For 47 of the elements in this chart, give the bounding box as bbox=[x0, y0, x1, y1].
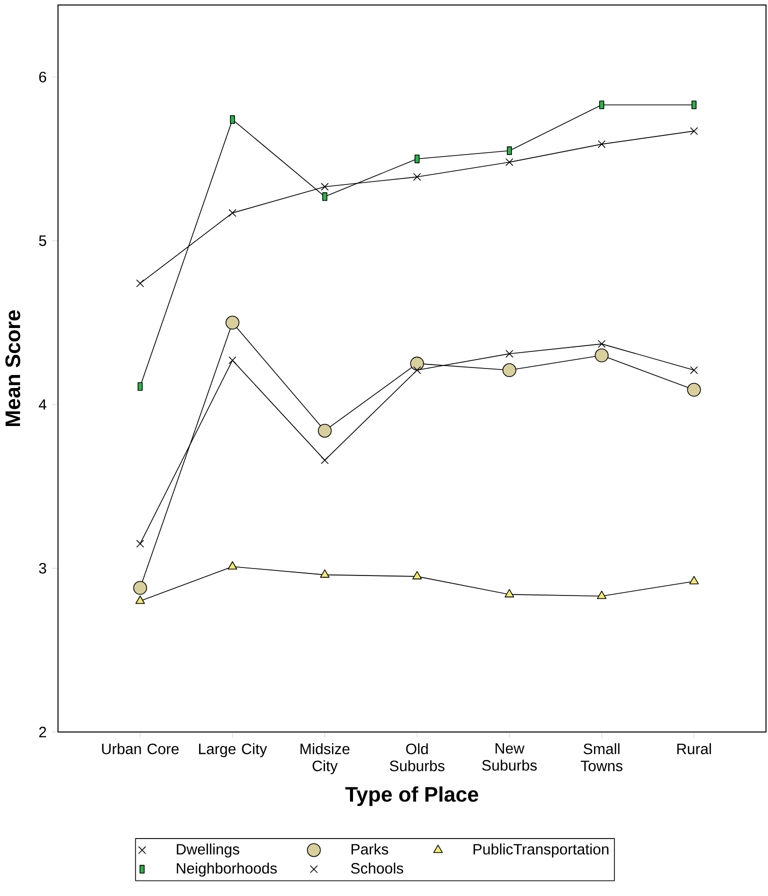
point bbox=[412, 571, 422, 580]
x-tick-label: Urban Core bbox=[102, 743, 179, 754]
point bbox=[135, 596, 145, 604]
point bbox=[502, 363, 516, 378]
y-tick-label: 3 bbox=[39, 562, 46, 574]
y-axis-title: Mean Score bbox=[5, 310, 20, 426]
x-tick-label: Old Suburbs bbox=[390, 743, 444, 772]
point bbox=[413, 172, 422, 181]
point bbox=[410, 356, 424, 370]
point bbox=[690, 127, 698, 136]
point bbox=[136, 540, 144, 548]
y-tick-label: 4 bbox=[38, 399, 46, 410]
point bbox=[320, 182, 329, 191]
point bbox=[228, 561, 238, 570]
point bbox=[690, 366, 698, 374]
point bbox=[226, 316, 240, 330]
point bbox=[320, 569, 330, 578]
point bbox=[598, 140, 606, 148]
point bbox=[320, 456, 329, 464]
legend-label: Parks bbox=[352, 844, 388, 855]
point bbox=[594, 348, 609, 362]
point bbox=[505, 350, 514, 358]
point bbox=[689, 576, 699, 584]
point bbox=[687, 382, 701, 397]
legend-label: Dwellings bbox=[176, 844, 240, 858]
y-tick-label: 5 bbox=[39, 236, 46, 246]
x-axis-title: Type of Place bbox=[345, 786, 478, 806]
legend-label: PublicTransportation bbox=[474, 844, 608, 858]
x-tick-label: Midsize City bbox=[300, 743, 350, 774]
point bbox=[136, 279, 144, 288]
point bbox=[596, 590, 606, 599]
point bbox=[318, 424, 332, 438]
point bbox=[504, 589, 514, 598]
x-tick-label: Large City bbox=[199, 743, 268, 758]
point bbox=[598, 340, 606, 348]
y-tick-label: 6 bbox=[39, 72, 46, 82]
legend-label: Neighborhoods bbox=[176, 862, 277, 877]
point bbox=[505, 158, 514, 166]
x-tick-label: Rural bbox=[677, 743, 711, 754]
point bbox=[413, 366, 422, 374]
y-tick-label: 2 bbox=[39, 726, 46, 738]
point bbox=[133, 581, 148, 595]
point bbox=[228, 209, 236, 217]
x-tick-label: New Suburbs bbox=[482, 743, 537, 771]
point bbox=[228, 356, 236, 364]
legend-label: Schools bbox=[351, 862, 404, 874]
x-tick-label: Small Towns bbox=[580, 743, 622, 772]
